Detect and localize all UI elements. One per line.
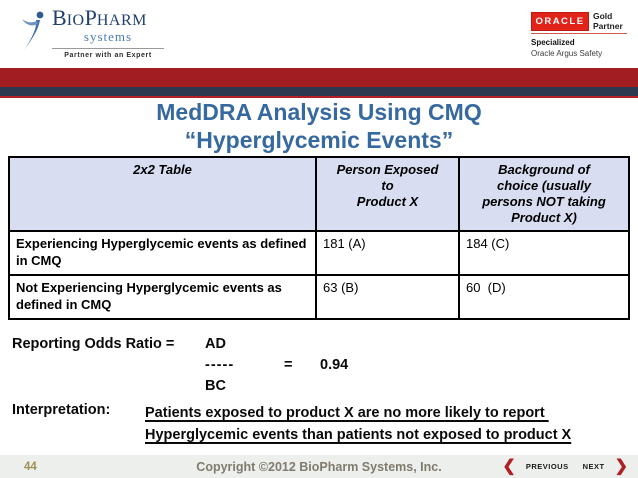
previous-label: PREVIOUS [525, 462, 569, 471]
oracle-partner-tier: Gold Partner [593, 11, 623, 31]
equals-sign: = [284, 357, 293, 373]
brand-tagline: Partner with an Expert [64, 52, 152, 59]
odds-denominator: BC [205, 378, 226, 394]
copyright-text: Copyright ©2012 BioPharm Systems, Inc. [196, 459, 442, 474]
brand-subname: systems [83, 29, 133, 44]
row-label-not-experiencing: Not Experiencing Hyperglycemic events as… [8, 274, 317, 320]
table-row: Not Experiencing Hyperglycemic events as… [8, 274, 630, 320]
brand-name: BIOPHARM [52, 5, 147, 30]
cell-c: 184 (C) [458, 230, 630, 276]
red-accent-line [0, 96, 638, 98]
logo-divider [52, 48, 164, 49]
oracle-specialized-label: Specialized [531, 38, 575, 47]
red-band [0, 68, 638, 87]
slide-title: MedDRA Analysis Using CMQ “Hyperglycemic… [0, 98, 638, 154]
interpretation-text: Patients exposed to product X are no mor… [145, 402, 571, 446]
next-label: NEXT [582, 462, 605, 471]
oracle-partner-badge: ORACLE Gold Partner Specialized Oracle A… [531, 11, 627, 58]
slide-navigation: ❮ PREVIOUS NEXT ❯ [502, 457, 628, 475]
chevron-left-icon: ❮ [502, 457, 516, 475]
oracle-badge-row: ORACLE Gold Partner [531, 11, 627, 34]
odds-ratio-formula: Reporting Odds Ratio = AD ----- = 0.94 B… [12, 336, 432, 398]
interpretation-line-2: Hyperglycemic events than patients not e… [145, 427, 572, 443]
odds-numerator: AD [205, 336, 226, 352]
interpretation-line-1: Patients exposed to product X are no mor… [145, 405, 549, 421]
person-swoosh-icon [22, 11, 44, 50]
page-number: 44 [24, 460, 37, 473]
navy-band [0, 87, 638, 96]
interpretation-label: Interpretation: [12, 402, 111, 418]
col-header-exposed: Person Exposed to Product X [315, 156, 460, 232]
chevron-right-icon: ❯ [614, 457, 628, 475]
biopharm-logo: BIOPHARM systems Partner with an Expert [22, 6, 164, 59]
logo-text: BIOPHARM systems Partner with an Expert [52, 6, 164, 59]
previous-button[interactable]: ❮ PREVIOUS [502, 457, 569, 475]
oracle-product-label: Oracle Argus Safety [531, 49, 603, 58]
footer-bar: 44 Copyright ©2012 BioPharm Systems, Inc… [0, 455, 638, 478]
odds-ratio-value: 0.94 [320, 357, 349, 373]
next-button[interactable]: NEXT ❯ [582, 457, 628, 475]
col-header-background: Background of choice (usually persons NO… [458, 156, 630, 232]
cell-a: 181 (A) [315, 230, 460, 276]
two-by-two-table: 2x2 Table Person Exposed to Product X Ba… [8, 156, 630, 320]
title-line-1: MedDRA Analysis Using CMQ [156, 99, 482, 125]
table-header-row: 2x2 Table Person Exposed to Product X Ba… [8, 156, 630, 232]
cell-d: 60 (D) [458, 274, 630, 320]
odds-ratio-label: Reporting Odds Ratio = [12, 336, 175, 352]
cell-b: 63 (B) [315, 274, 460, 320]
table-row: Experiencing Hyperglycemic events as def… [8, 230, 630, 276]
title-line-2: “Hyperglycemic Events” [184, 127, 454, 153]
col-header-2x2-table: 2x2 Table [8, 156, 317, 232]
fraction-bar: ----- [205, 357, 235, 373]
row-label-experiencing: Experiencing Hyperglycemic events as def… [8, 230, 317, 276]
oracle-logo: ORACLE [531, 12, 589, 31]
